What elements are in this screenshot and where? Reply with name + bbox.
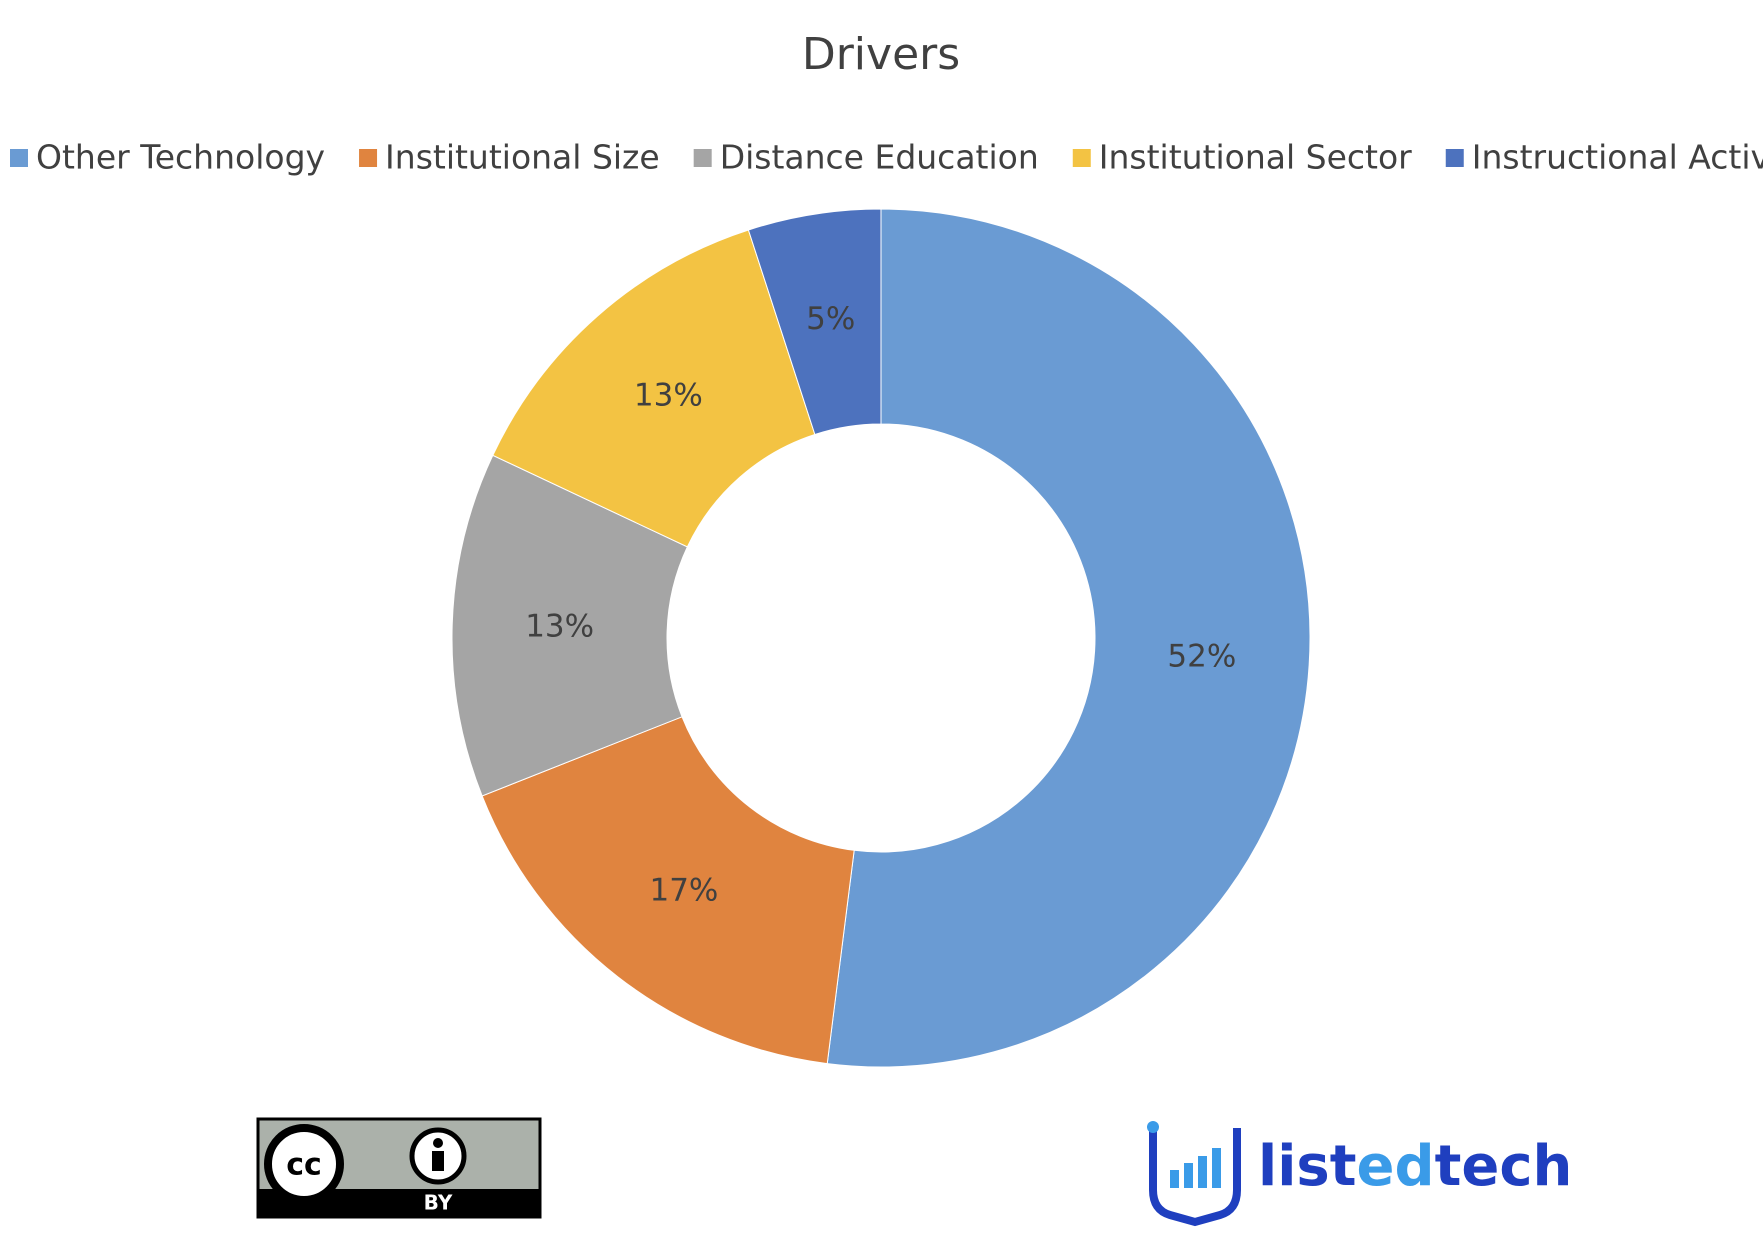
donut-slice (451, 454, 689, 797)
brand-name: listedtech (1258, 1134, 1572, 1199)
legend-label: Instructional Activity (1472, 138, 1763, 177)
legend-item: Other Technology (10, 138, 325, 177)
data-label: 13% (634, 377, 703, 413)
legend-label: Other Technology (36, 138, 325, 177)
logo-bar (1198, 1156, 1207, 1188)
plot: 52% 17% 13% 13% 5% (451, 208, 1311, 1068)
chart-title: Drivers (802, 29, 960, 80)
legend-label: Institutional Size (385, 138, 660, 177)
legend-swatch (1072, 149, 1091, 167)
legend-item: Instructional Activity (1445, 138, 1763, 177)
brand-logo: listedtech (1147, 1121, 1572, 1227)
brand-part: ed (1357, 1134, 1435, 1199)
legend-item: Institutional Size (359, 138, 660, 177)
legend-swatch (1445, 149, 1464, 167)
logo-dot (1147, 1121, 1159, 1133)
legend: Other Technology Institutional Size Distan… (10, 138, 1763, 177)
cc-circle (264, 1124, 344, 1204)
legend-swatch (359, 149, 378, 167)
logo-bar (1184, 1163, 1193, 1188)
donut-slice (747, 208, 882, 436)
data-label: 13% (525, 608, 594, 644)
legend-swatch (693, 149, 712, 167)
data-label: 52% (1167, 639, 1236, 675)
license-badge: cc BY (256, 1117, 542, 1219)
data-label: 5% (806, 301, 855, 337)
cc-icon: cc (286, 1148, 322, 1183)
by-body (432, 1151, 444, 1171)
donut-slice (826, 208, 1311, 1068)
legend-label: Distance Education (720, 138, 1039, 177)
logo-shield (1149, 1128, 1241, 1227)
legend-item: Institutional Sector (1072, 138, 1412, 177)
brand-part: tech (1435, 1134, 1573, 1199)
donut-slice (481, 716, 855, 1065)
legend-item: Distance Education (693, 138, 1039, 177)
logo-bar (1170, 1170, 1179, 1188)
logo-bar (1212, 1148, 1221, 1188)
license-label: BY (424, 1191, 453, 1215)
data-label: 17% (649, 873, 718, 909)
legend-label: Institutional Sector (1099, 138, 1412, 177)
legend-swatch (10, 149, 28, 167)
by-head (433, 1138, 443, 1148)
donut-slice (492, 229, 816, 548)
brand-part: list (1258, 1134, 1357, 1199)
